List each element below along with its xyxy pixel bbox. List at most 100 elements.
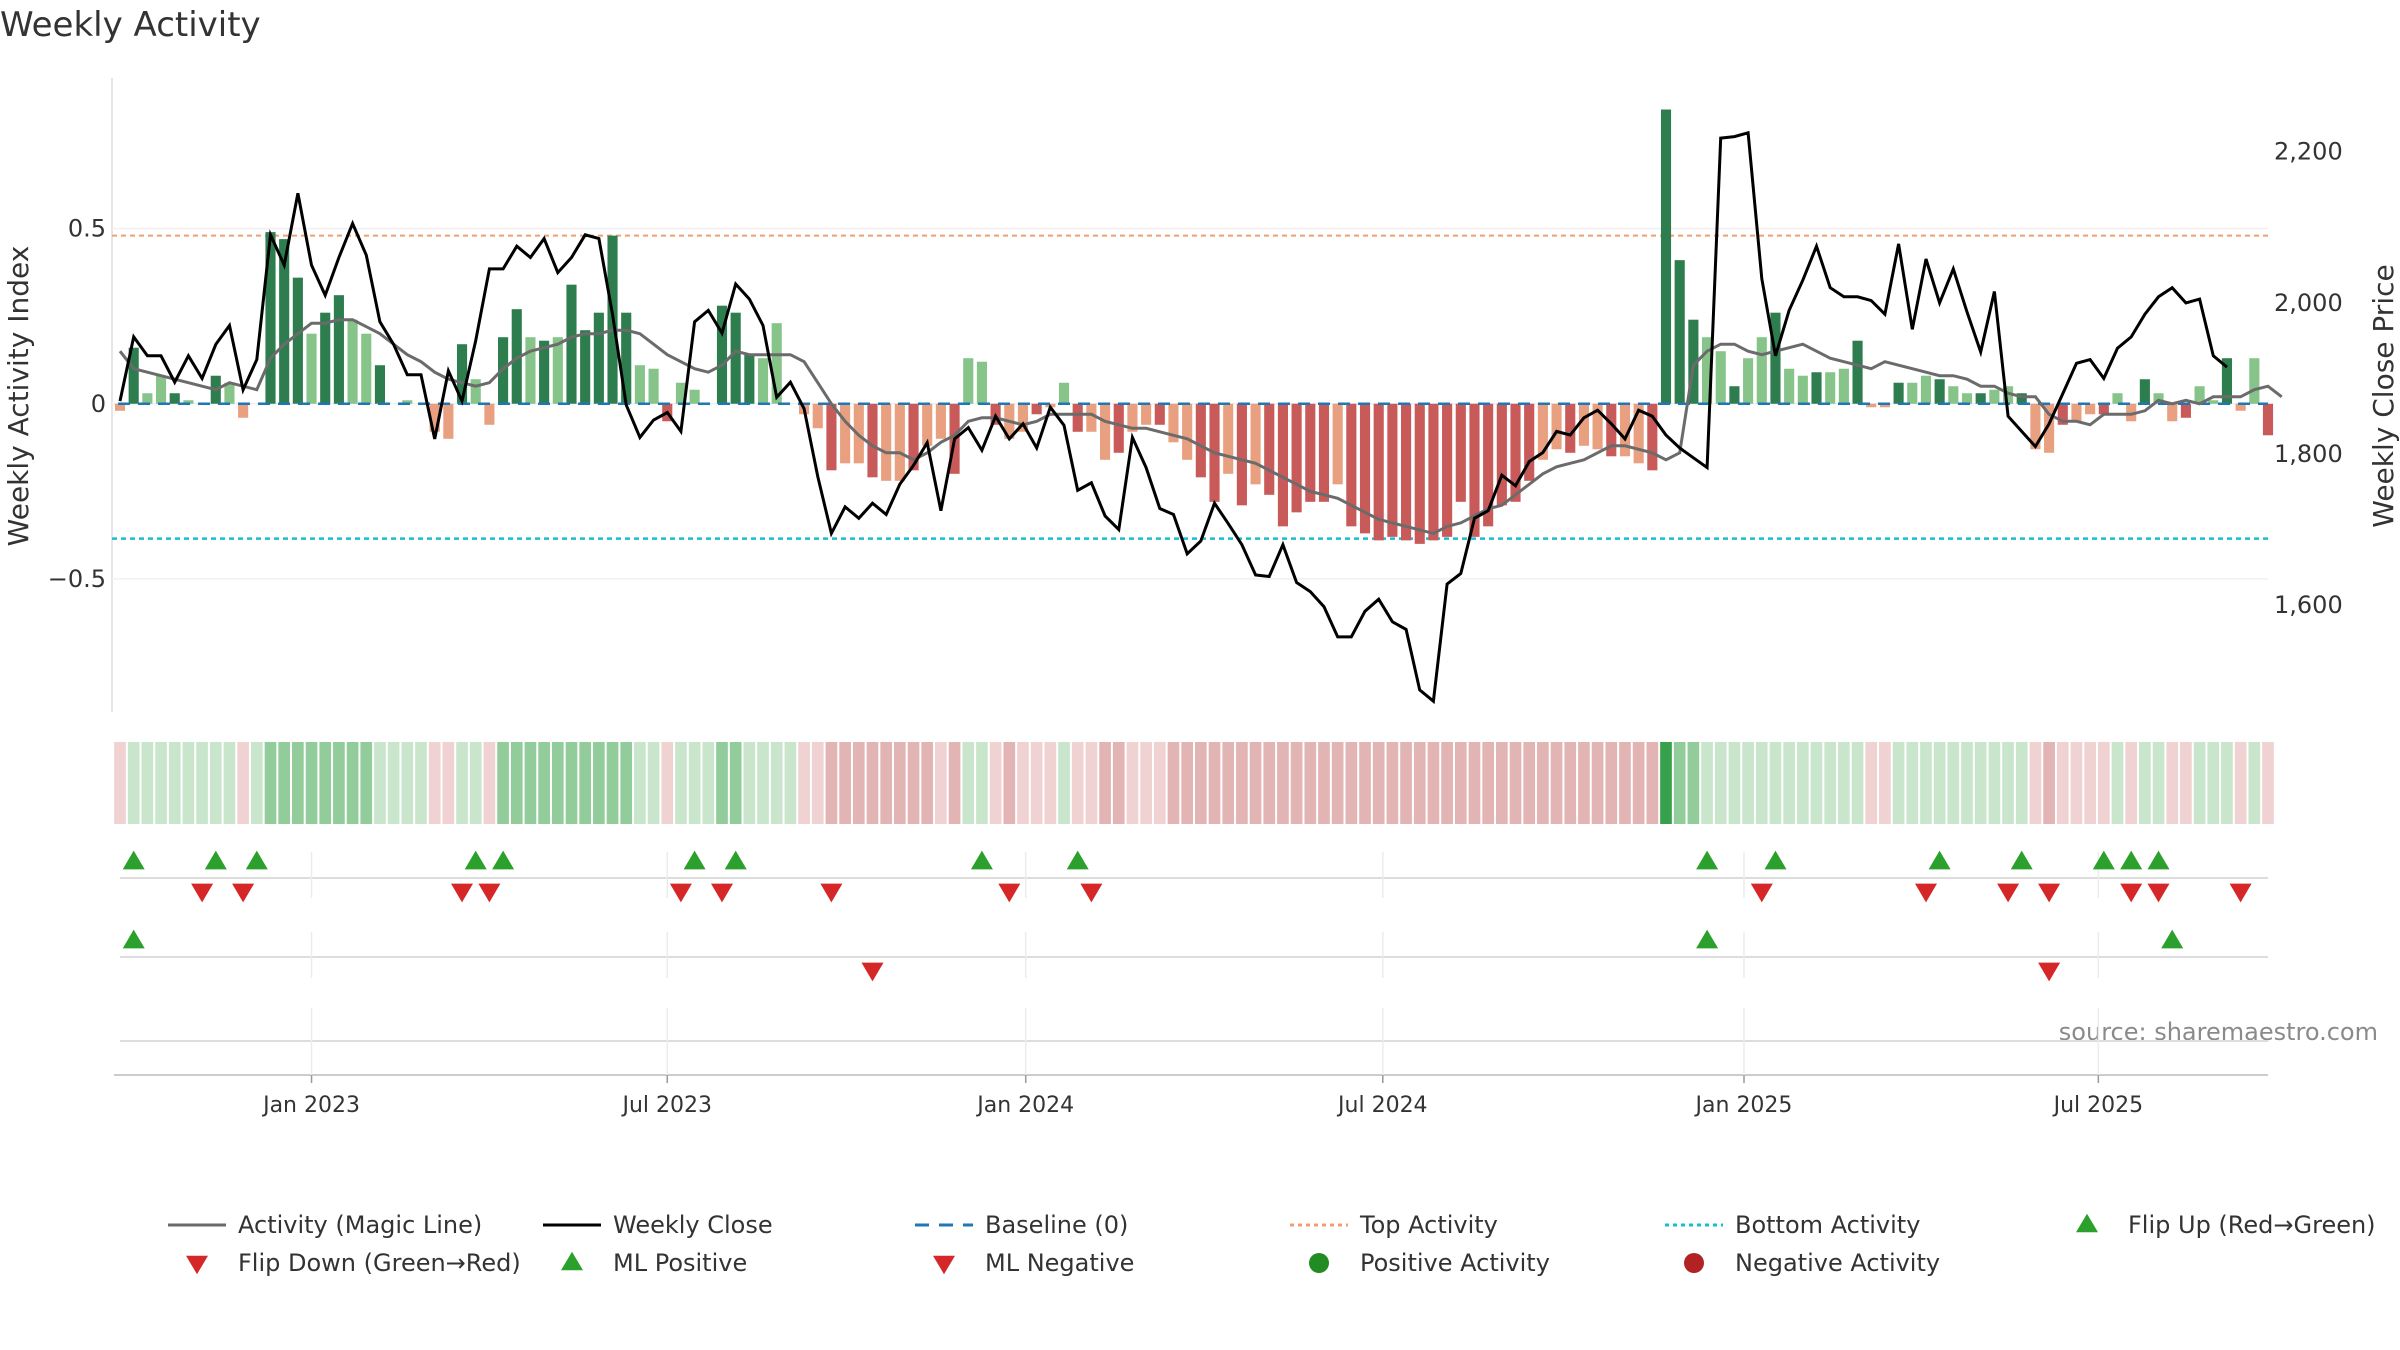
- activity-bar: [1961, 393, 1973, 404]
- flip-down-marker: [711, 883, 733, 903]
- heat-strip-cell: [346, 742, 359, 824]
- flip-up-marker: [2092, 850, 2115, 870]
- heat-strip-cell: [1509, 742, 1522, 824]
- weekly-close-line: [118, 130, 2228, 705]
- activity-bar: [1250, 403, 1261, 485]
- activity-bar: [757, 358, 769, 404]
- activity-bar: [1058, 382, 1070, 404]
- legend-item: Positive Activity: [1309, 1249, 1550, 1277]
- activity-bar: [2262, 403, 2274, 436]
- flip-up-marker: [2120, 850, 2143, 870]
- heat-strip-cell: [1208, 742, 1221, 824]
- legend-label: ML Positive: [613, 1249, 747, 1277]
- legend: Activity (Magic Line) Weekly Close Baselin…: [168, 1211, 2376, 1277]
- activity-bar: [689, 389, 700, 404]
- heat-strip-cell: [2084, 742, 2096, 824]
- magic-line: [118, 318, 2283, 535]
- heat-strip-cell: [894, 742, 906, 824]
- activity-bar: [169, 393, 180, 404]
- heat-strip-cell: [1386, 742, 1399, 824]
- flip-up-marker: [245, 850, 268, 870]
- y-right-tick-label: 2,200: [2274, 138, 2343, 166]
- legend-label: Bottom Activity: [1735, 1211, 1920, 1239]
- heat-strip-cell: [524, 742, 537, 824]
- x-tick-label: Jan 2024: [975, 1093, 1074, 1118]
- activity-bar: [840, 403, 851, 464]
- activity-panel: 0.5 0 −0.5 2,200 2,000 1,800 1,600: [48, 78, 2343, 712]
- flip-up-marker: [204, 850, 227, 870]
- activity-bar: [1838, 368, 1849, 404]
- heat-strip-cell: [2043, 742, 2055, 824]
- heat-strip-cell: [743, 742, 756, 824]
- activity-bar: [2044, 403, 2055, 453]
- heat-strip-cell: [2070, 742, 2083, 824]
- heat-strip-cell: [1728, 742, 1741, 824]
- heat-strip-cell: [1892, 742, 1905, 824]
- heat-strip-cell: [1249, 742, 1262, 824]
- activity-bar: [1223, 403, 1234, 474]
- activity-bar: [1674, 260, 1685, 404]
- legend-item: Activity (Magic Line): [168, 1211, 482, 1239]
- heat-strip-cell: [593, 742, 605, 824]
- activity-bar: [1428, 403, 1439, 541]
- legend-item: Top Activity: [1290, 1211, 1498, 1239]
- heat-strip-cell: [948, 742, 961, 824]
- legend-label: Baseline (0): [985, 1211, 1128, 1239]
- heat-strip-cell: [757, 742, 769, 824]
- heat-strip-cell: [1044, 742, 1057, 824]
- x-tick-label: Jul 2023: [620, 1093, 712, 1118]
- heat-strip-cell: [1523, 742, 1536, 824]
- flip-down-marker: [1080, 883, 1103, 903]
- heat-strip-cell: [907, 742, 920, 824]
- heat-strip-cell: [442, 742, 455, 824]
- heat-strip-cell: [1810, 742, 1823, 824]
- heat-strip-cell: [1947, 742, 1960, 824]
- heat-strip-cell: [1865, 742, 1878, 824]
- heat-strip-cell: [168, 742, 181, 824]
- heat-strip-cell: [1112, 742, 1125, 824]
- legend-item: Baseline (0): [915, 1211, 1128, 1239]
- heat-strip-cell: [1331, 742, 1344, 824]
- heat-strip-cell: [2029, 742, 2042, 824]
- y-axis-left-label: Weekly Activity Index: [2, 246, 35, 547]
- heat-strip-cell: [1236, 742, 1248, 824]
- heat-strip-cell: [141, 742, 154, 824]
- flip-up-marker: [492, 850, 515, 870]
- activity-bar: [2208, 400, 2219, 404]
- heat-strip-cell: [989, 742, 1002, 824]
- heat-strip-cell: [428, 742, 441, 824]
- activity-bar: [1565, 403, 1576, 453]
- heat-strip-cell: [114, 742, 126, 824]
- heat-strip-cell: [1578, 742, 1590, 824]
- activity-bar: [1784, 368, 1795, 404]
- heat-strip-cell: [538, 742, 550, 824]
- heat-strip-cell: [1400, 742, 1412, 824]
- flip-down-marker: [191, 883, 214, 903]
- activity-bar: [1975, 393, 1986, 404]
- activity-bar: [1797, 375, 1808, 404]
- legend-item: Flip Up (Red→Green): [2076, 1211, 2376, 1239]
- heat-strip-cell: [1920, 742, 1932, 824]
- activity-bar: [2194, 386, 2205, 404]
- heat-strip-cell: [1632, 742, 1645, 824]
- heat-strip-cell: [209, 742, 222, 824]
- activity-bar: [908, 403, 919, 471]
- heat-strip-cell: [839, 742, 851, 824]
- legend-swatch-triangle-down: [186, 1255, 208, 1275]
- activity-bar: [1551, 403, 1562, 450]
- flip-down-marker: [998, 883, 1021, 903]
- heat-strip-cell: [2207, 742, 2220, 824]
- heat-strip-cell: [1167, 742, 1180, 824]
- heat-strip-cell: [2002, 742, 2014, 824]
- flip-up-marker: [1764, 850, 1787, 870]
- heat-strip-cell: [1345, 742, 1358, 824]
- activity-bar: [922, 403, 933, 446]
- heat-strip-cell: [1290, 742, 1303, 824]
- activity-bar: [1893, 382, 1904, 404]
- x-tick-label: Jan 2025: [1694, 1093, 1793, 1118]
- ml-negative-marker: [861, 962, 884, 982]
- activity-bar: [1113, 403, 1124, 453]
- activity-bar: [2085, 403, 2096, 415]
- activity-bar: [867, 403, 878, 478]
